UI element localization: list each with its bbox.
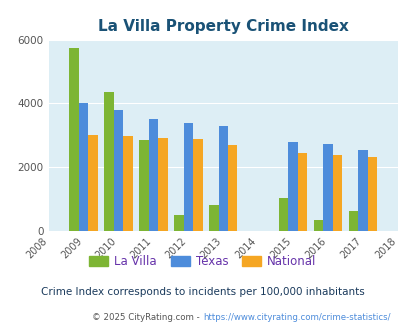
Title: La Villa Property Crime Index: La Villa Property Crime Index	[98, 19, 348, 34]
Bar	[357, 150, 367, 231]
Bar	[322, 144, 332, 231]
Bar	[148, 119, 158, 231]
Bar	[174, 215, 183, 231]
Text: © 2025 CityRating.com -: © 2025 CityRating.com -	[92, 313, 202, 322]
Bar	[297, 153, 307, 231]
Bar	[69, 48, 79, 231]
Bar	[183, 122, 193, 231]
Bar	[113, 110, 123, 231]
Bar	[79, 103, 88, 231]
Text: Crime Index corresponds to incidents per 100,000 inhabitants: Crime Index corresponds to incidents per…	[41, 287, 364, 297]
Bar	[218, 126, 228, 231]
Bar	[288, 142, 297, 231]
Text: https://www.cityrating.com/crime-statistics/: https://www.cityrating.com/crime-statist…	[202, 313, 390, 322]
Bar	[332, 155, 341, 231]
Legend: La Villa, Texas, National: La Villa, Texas, National	[84, 250, 321, 273]
Bar	[158, 139, 167, 231]
Bar	[209, 205, 218, 231]
Bar	[278, 197, 288, 231]
Bar	[123, 136, 132, 231]
Bar	[88, 135, 98, 231]
Bar	[104, 92, 113, 231]
Bar	[367, 157, 376, 231]
Bar	[193, 140, 202, 231]
Bar	[313, 220, 322, 231]
Bar	[348, 211, 357, 231]
Bar	[228, 145, 237, 231]
Bar	[139, 140, 148, 231]
